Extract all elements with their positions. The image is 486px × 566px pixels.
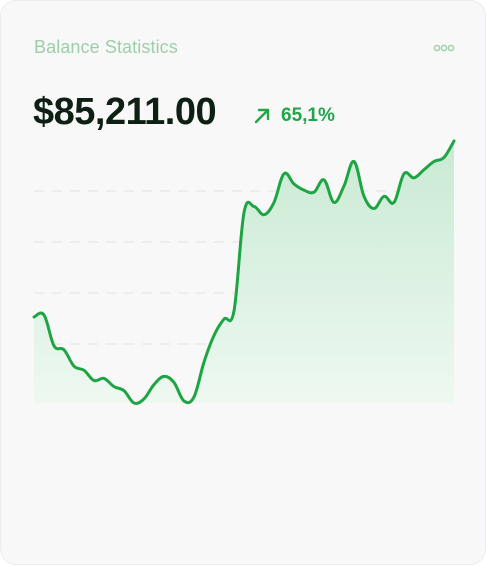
chart-area-fill xyxy=(34,141,454,404)
arrow-up-right-icon xyxy=(254,108,270,124)
chart-series-line xyxy=(32,139,456,405)
card-title: Balance Statistics xyxy=(34,37,178,57)
balance-amount: $85,211.00 xyxy=(33,91,217,133)
change-percent: 65,1% xyxy=(281,105,335,126)
more-horizontal-icon[interactable] xyxy=(433,44,455,52)
change-indicator: 65,1% xyxy=(253,105,335,127)
